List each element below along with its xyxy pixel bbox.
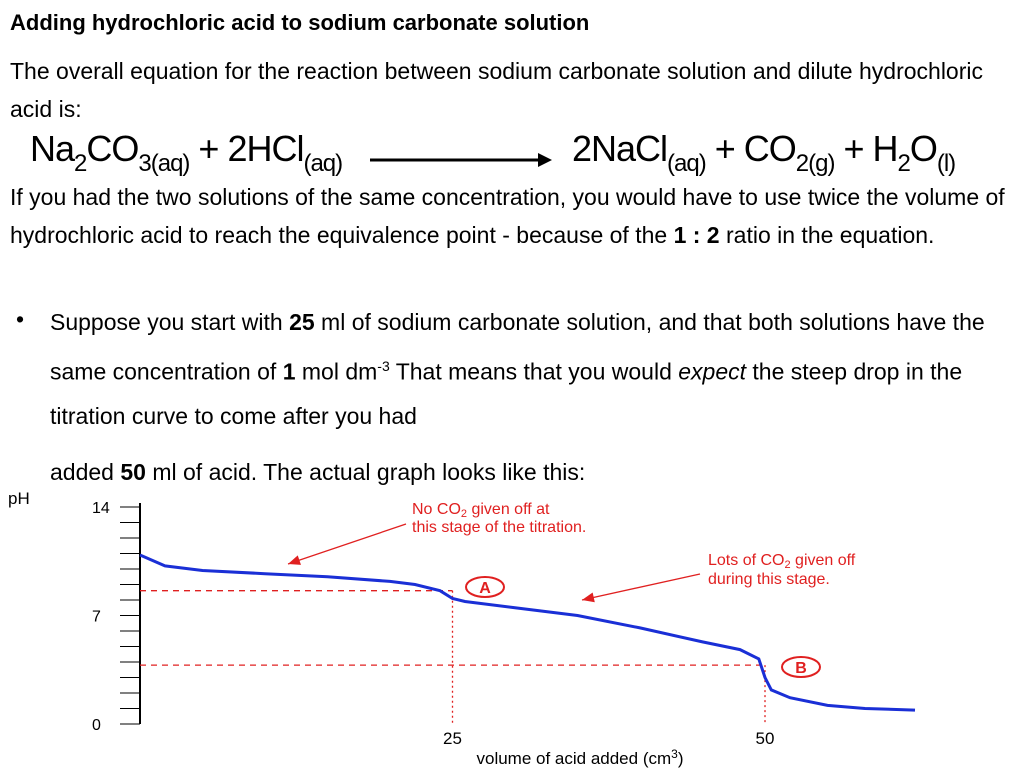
eq-rhs-e: + H — [834, 128, 898, 169]
eq-rhs-f: 2 — [897, 150, 910, 177]
annotation-arrow-1 — [287, 523, 407, 565]
bullet-last-line: added 50 ml of acid. The actual graph lo… — [50, 450, 1010, 494]
eq-rhs-a: 2NaCl — [572, 128, 668, 169]
bullet-t7: ml of acid. The actual graph looks like … — [145, 458, 586, 485]
titration-curve — [139, 553, 916, 712]
equation-reactants: Na2CO3(aq) + 2HCl(aq) — [30, 128, 343, 178]
titration-graph: 14 7 0 25 50 volume of acid added (cm3) No CO… — [8, 489, 916, 768]
annotation-arrow-2-head — [582, 592, 595, 603]
bullet-t1: Suppose you start with — [50, 309, 290, 335]
ratio-paragraph: If you had the two solutions of the same… — [10, 178, 1015, 254]
annotation-lots-co2-line2: during this stage. — [708, 571, 830, 588]
ph-label: pH — [8, 489, 30, 508]
para2-pre: If you had the two solutions of the same… — [10, 184, 1005, 248]
reference-lines — [140, 590, 766, 724]
x-tick-label: 50 — [756, 729, 775, 748]
bullet-t3: mol dm — [295, 358, 378, 385]
slide-title: Adding hydrochloric acid to sodium carbo… — [10, 10, 590, 35]
graph-labels: pH — [8, 489, 30, 508]
graph-axes: 14 7 0 25 50 volume of acid added (cm3) — [92, 500, 774, 768]
para2-ratio: 1 : 2 — [673, 222, 720, 248]
eq-rhs-h: (l) — [936, 150, 956, 177]
chemical-equation: Na2CO3(aq) + 2HCl(aq) 2NaCl(aq) + CO2(g)… — [30, 124, 990, 184]
eq-lhs-f: (aq) — [303, 150, 343, 177]
eq-lhs-c: CO — [86, 128, 139, 169]
equation-products: 2NaCl(aq) + CO2(g) + H2O(l) — [572, 128, 956, 178]
intro-paragraph: The overall equation for the reaction be… — [10, 58, 983, 122]
y-tick-label: 7 — [92, 609, 101, 626]
para2-post: ratio in the equation. — [719, 222, 935, 248]
eq-lhs-b: 2 — [74, 150, 87, 177]
eq-lhs-a: Na — [30, 128, 75, 169]
y-tick-label: 0 — [92, 717, 101, 734]
y-tick-label: 14 — [92, 500, 110, 517]
marker-b-label: B — [795, 660, 807, 677]
bullet-t2: ml of sodium carbonate solution, and tha… — [50, 309, 985, 385]
bullet-b1: 25 — [289, 309, 315, 335]
bullet-text: Suppose you start with 25 ml of sodium c… — [50, 300, 1010, 494]
bullet-b2: 1 — [282, 358, 296, 385]
annotation-no-co2-line2: this stage of the titration. — [412, 519, 586, 536]
x-tick-label: 25 — [443, 729, 462, 748]
bullet-b3: 50 — [120, 458, 146, 485]
marker-a-label: A — [479, 580, 491, 597]
bullet-icon: • — [16, 306, 25, 332]
bullet-sup: -3 — [377, 358, 390, 374]
bullet-em: expect — [678, 358, 747, 385]
annotation-no-co2-line1: No CO2 given off at — [412, 501, 550, 520]
bullet-t4: That means that you would — [389, 358, 679, 385]
eq-rhs-g: O — [909, 128, 938, 169]
marker-a-circle — [465, 576, 505, 598]
bullet-t5: the steep drop in the titration curve to… — [50, 358, 963, 429]
eq-lhs-d: 3(aq) — [138, 150, 190, 177]
marker-b-circle — [781, 656, 821, 678]
reaction-arrow-icon — [370, 153, 552, 167]
annotation-lots-co2-line1: Lots of CO2 given off — [708, 552, 856, 571]
annotation-arrow-2 — [581, 573, 701, 601]
eq-rhs-d: 2(g) — [795, 150, 836, 177]
annotation-arrow-1-head — [288, 555, 301, 565]
eq-lhs-e: + 2HCl — [189, 128, 304, 169]
eq-rhs-c: + CO — [705, 128, 797, 169]
bullet-t6: added — [50, 458, 121, 485]
eq-rhs-b: (aq) — [667, 150, 707, 177]
x-axis-label: volume of acid added (cm3) — [476, 747, 683, 768]
